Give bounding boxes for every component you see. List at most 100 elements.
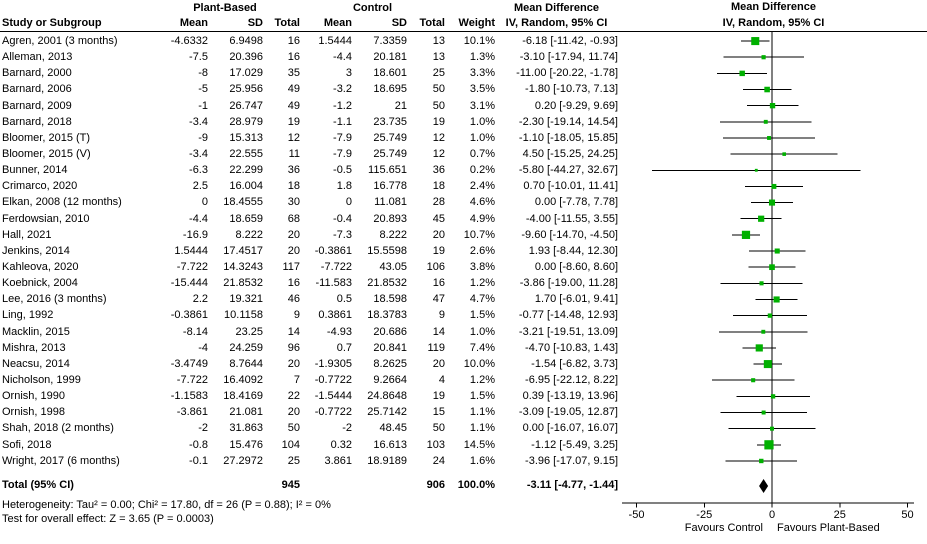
control-mean: 0.7 (336, 341, 352, 354)
study-name: Bunner, 2014 (2, 164, 68, 177)
pb-sd: 27.2972 (223, 454, 263, 467)
pb-mean: -16.9 (182, 228, 208, 241)
effect-marker (751, 37, 760, 46)
study-md: -3.96 [-17.07, 9.15] (525, 454, 618, 467)
control-mean: -7.722 (320, 260, 352, 273)
axis-tick-label: -25 (696, 509, 712, 521)
study-weight: 0.2% (469, 164, 495, 177)
weight-column-header: Weight (458, 17, 495, 29)
control-sd: 18.601 (373, 67, 407, 80)
effect-marker (759, 281, 764, 286)
pb-mean: -1.1583 (170, 390, 208, 403)
study-md: 0.00 [-7.78, 7.78] (534, 196, 618, 209)
pb-sd: 15.313 (229, 131, 263, 144)
study-md: -6.95 [-22.12, 8.22] (525, 373, 618, 386)
axis-tick-label: 50 (901, 509, 913, 521)
favours-right-label: Favours Plant-Based (777, 522, 880, 534)
total-row: Total (95% CI) 945 906 100.0% -3.11 [-4.… (0, 477, 618, 493)
pb-sd: 31.863 (229, 422, 263, 435)
pb-total: 20 (287, 357, 300, 370)
study-weight: 14.5% (463, 438, 495, 451)
pb-sd: 18.4169 (223, 390, 263, 403)
effect-marker (754, 168, 758, 172)
study-md: -11.00 [-20.22, -1.78] (516, 67, 618, 80)
control-mean-header: Mean (323, 17, 352, 29)
control-total: 24 (432, 454, 445, 467)
control-sd: 20.841 (373, 341, 407, 354)
pb-sd: 19.321 (229, 293, 263, 306)
effect-marker (769, 103, 776, 109)
control-sd: 25.749 (373, 131, 407, 144)
pb-total: 20 (287, 406, 300, 419)
favours-left-label: Favours Control (685, 522, 763, 534)
pb-sd: 25.956 (229, 83, 263, 96)
effect-marker (771, 183, 777, 189)
pb-total: 19 (287, 115, 300, 128)
pb-mean: 2.2 (192, 293, 208, 306)
study-name: Shah, 2018 (2 months) (2, 422, 114, 435)
control-total: 106 (426, 260, 445, 273)
control-mean: -0.3861 (314, 244, 352, 257)
pb-sd: 15.476 (229, 438, 263, 451)
control-total: 9 (438, 309, 445, 322)
pb-sd: 23.25 (235, 325, 263, 338)
pb-total: 68 (287, 212, 300, 225)
study-weight: 1.2% (469, 277, 495, 290)
control-sd: 115.651 (368, 164, 407, 177)
control-total: 18 (432, 180, 445, 193)
study-column-header: Study or Subgroup (2, 17, 102, 29)
study-md: -5.80 [-44.27, 32.67] (518, 164, 618, 177)
overall-effect-text: Test for overall effect: Z = 3.65 (P = 0… (2, 513, 214, 525)
pb-total: 16 (287, 277, 300, 290)
study-weight: 1.1% (469, 422, 495, 435)
control-sd: 25.7142 (367, 406, 407, 419)
pb-sd: 28.979 (229, 115, 263, 128)
pb-sd: 16.4092 (223, 373, 263, 386)
control-sd: 8.2625 (373, 357, 407, 370)
pb-sd: 16.004 (229, 180, 263, 193)
study-weight: 1.3% (469, 51, 495, 64)
study-md: -0.77 [-14.48, 12.93] (518, 309, 618, 322)
md-column-subtitle: IV, Random, 95% CI (505, 17, 608, 29)
effect-marker (761, 410, 766, 415)
pb-sd: 18.4555 (223, 196, 263, 209)
pb-total: 104 (281, 438, 300, 451)
control-sd: 48.45 (379, 422, 407, 435)
effect-marker (759, 458, 764, 464)
study-name: Kahleova, 2020 (2, 260, 79, 273)
study-md: 0.20 [-9.29, 9.69] (534, 99, 618, 112)
pb-total: 11 (288, 147, 300, 160)
pb-sd: 10.1158 (224, 309, 263, 322)
control-mean: -11.583 (315, 277, 353, 290)
study-weight: 0.7% (469, 147, 495, 160)
pb-mean: -2 (198, 422, 208, 435)
control-mean: 3 (345, 67, 352, 80)
control-mean: -0.4 (333, 212, 352, 225)
control-sd: 18.9189 (367, 454, 407, 467)
study-name: Crimarco, 2020 (2, 180, 78, 193)
pb-mean: -1 (198, 99, 208, 112)
study-md: 1.70 [-6.01, 9.41] (534, 293, 618, 306)
study-md: -3.86 [-19.00, 11.28] (519, 277, 618, 290)
pb-total: 7 (293, 373, 300, 386)
study-md: -3.09 [-19.05, 12.87] (518, 406, 618, 419)
control-total: 47 (432, 293, 445, 306)
study-md: -3.21 [-19.51, 13.09] (518, 325, 618, 338)
control-sd: 20.893 (373, 212, 407, 225)
md-column-title: Mean Difference (514, 2, 599, 14)
study-weight: 1.0% (469, 131, 495, 144)
control-total: 13 (432, 51, 445, 64)
study-name: Lee, 2016 (3 months) (2, 293, 107, 306)
study-md: 0.39 [-13.19, 13.96] (522, 390, 618, 403)
study-md: -4.00 [-11.55, 3.55] (525, 212, 618, 225)
study-md: 4.50 [-15.25, 24.25] (522, 147, 618, 160)
pb-total: 20 (287, 244, 300, 257)
study-name: Koebnick, 2004 (2, 277, 78, 290)
axis-tick-label: 0 (769, 509, 775, 521)
control-mean: -0.7722 (314, 406, 352, 419)
plot-subtitle: IV, Random, 95% CI (722, 17, 825, 29)
total-label: Total (95% CI) (2, 479, 74, 491)
pb-total: 14 (287, 325, 300, 338)
pb-sd: 17.029 (229, 67, 263, 80)
